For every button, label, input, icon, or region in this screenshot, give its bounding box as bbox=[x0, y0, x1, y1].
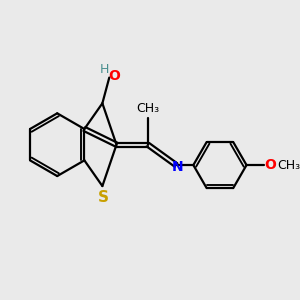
Text: S: S bbox=[98, 190, 109, 205]
Text: H: H bbox=[100, 63, 109, 76]
Text: O: O bbox=[108, 69, 120, 83]
Text: CH₃: CH₃ bbox=[136, 102, 159, 115]
Text: N: N bbox=[172, 160, 183, 174]
Text: O: O bbox=[264, 158, 276, 172]
Text: CH₃: CH₃ bbox=[278, 159, 300, 172]
